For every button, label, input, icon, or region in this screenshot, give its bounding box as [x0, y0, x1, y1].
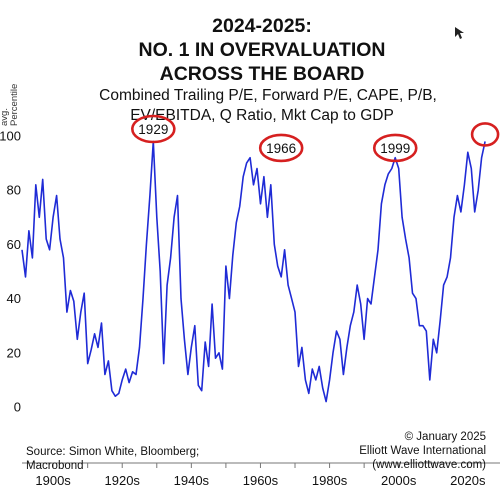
series-line: [21, 140, 486, 403]
source-note-line-2: Macrobond: [26, 460, 84, 472]
chart-subtitle-line-1: Combined Trailing P/E, Forward P/E, CAPE…: [99, 87, 437, 104]
x-tick-label-2020s: 2020s: [450, 473, 486, 488]
y-tick-label-100: 100: [0, 129, 21, 144]
x-tick-label-1900s: 1900s: [35, 473, 71, 488]
y-tick-label-60: 60: [7, 237, 21, 252]
x-tick-label-1980s: 1980s: [312, 473, 348, 488]
annotation-label-1999: 1999: [380, 141, 410, 156]
chart-subtitle-line-2: EV/EBITDA, Q Ratio, Mkt Cap to GDP: [130, 107, 394, 124]
x-tick-label-1920s: 1920s: [105, 473, 141, 488]
annotation-ellipse-1966: [258, 133, 304, 163]
x-tick-labels: 1900s 1920s 1940s 1960s 1980s 2000s 2020s: [35, 473, 486, 488]
x-tick-label-2000s: 2000s: [381, 473, 417, 488]
y-tick-label-20: 20: [7, 345, 21, 360]
y-tick-labels: 0 20 40 60 80 100: [0, 129, 21, 415]
annotations: 1929 1966 1999: [131, 114, 500, 163]
chart-title-line-3: ACROSS THE BOARD: [160, 63, 365, 85]
annotation-label-1929: 1929: [138, 122, 168, 137]
y-tick-label-40: 40: [7, 291, 21, 306]
mouse-cursor-icon: [455, 27, 464, 39]
x-tick-marks: [52, 463, 469, 468]
x-tick-label-1960s: 1960s: [243, 473, 279, 488]
annotation-ellipse-1999: [372, 133, 418, 163]
annotation-ellipse-1929: [131, 114, 176, 144]
credit-line-3: (www.elliottwave.com): [372, 459, 486, 471]
y-axis-label-line-2: Percentile: [9, 84, 20, 126]
y-tick-label-0: 0: [14, 400, 21, 415]
y-axis-label-line-1: avg.: [0, 108, 10, 126]
x-tick-label-1940s: 1940s: [174, 473, 210, 488]
y-tick-label-80: 80: [7, 183, 21, 198]
annotation-ellipse-latest: [470, 122, 500, 147]
credit-line-1: © January 2025: [405, 431, 486, 443]
chart-title-line-2: NO. 1 IN OVERVALUATION: [138, 39, 385, 61]
credit-line-2: Elliott Wave International: [359, 445, 486, 457]
annotation-label-1966: 1966: [266, 141, 296, 156]
chart-title-line-1: 2024-2025:: [212, 15, 312, 37]
source-note-line-1: Source: Simon White, Bloomberg;: [26, 446, 199, 458]
